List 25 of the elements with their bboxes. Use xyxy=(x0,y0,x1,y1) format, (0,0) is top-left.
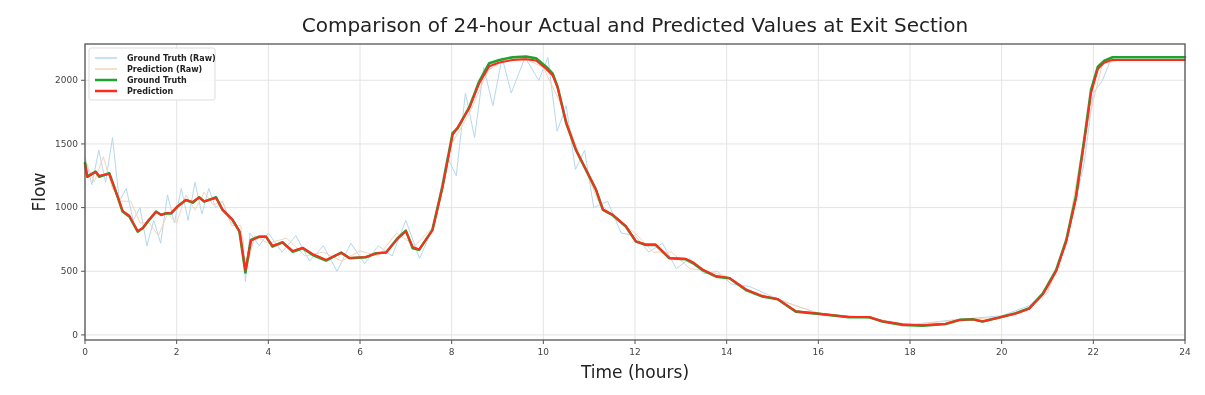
y-tick-label: 1000 xyxy=(55,202,79,213)
x-tick-label: 4 xyxy=(265,347,272,357)
x-tick-label: 22 xyxy=(1087,347,1100,357)
y-tick-label: 2000 xyxy=(55,75,79,86)
x-tick-label: 18 xyxy=(904,347,916,357)
x-axis-title: Time (hours) xyxy=(579,362,690,382)
legend-label: Prediction (Raw) xyxy=(127,64,203,74)
x-tick-label: 8 xyxy=(448,347,455,357)
y-tick-label: 1500 xyxy=(55,138,79,149)
legend-label: Prediction xyxy=(127,86,174,96)
y-axis-title: Flow xyxy=(29,172,49,212)
x-tick-label: 0 xyxy=(82,347,89,357)
x-tick-label: 14 xyxy=(720,347,733,357)
legend-label: Ground Truth xyxy=(127,75,187,85)
x-tick-label: 6 xyxy=(357,347,364,357)
y-tick-label: 0 xyxy=(72,329,79,340)
x-tick-label: 16 xyxy=(812,347,825,357)
x-tick-label: 24 xyxy=(1179,347,1191,357)
x-tick-label: 10 xyxy=(537,347,550,357)
chart-title: Comparison of 24-hour Actual and Predicted Values at Exit Section xyxy=(301,13,969,37)
legend-label: Ground Truth (Raw) xyxy=(127,53,216,63)
x-tick-label: 12 xyxy=(629,347,641,357)
x-tick-label: 20 xyxy=(995,347,1008,357)
y-tick-label: 500 xyxy=(60,266,79,277)
x-tick-label: 2 xyxy=(173,347,180,357)
